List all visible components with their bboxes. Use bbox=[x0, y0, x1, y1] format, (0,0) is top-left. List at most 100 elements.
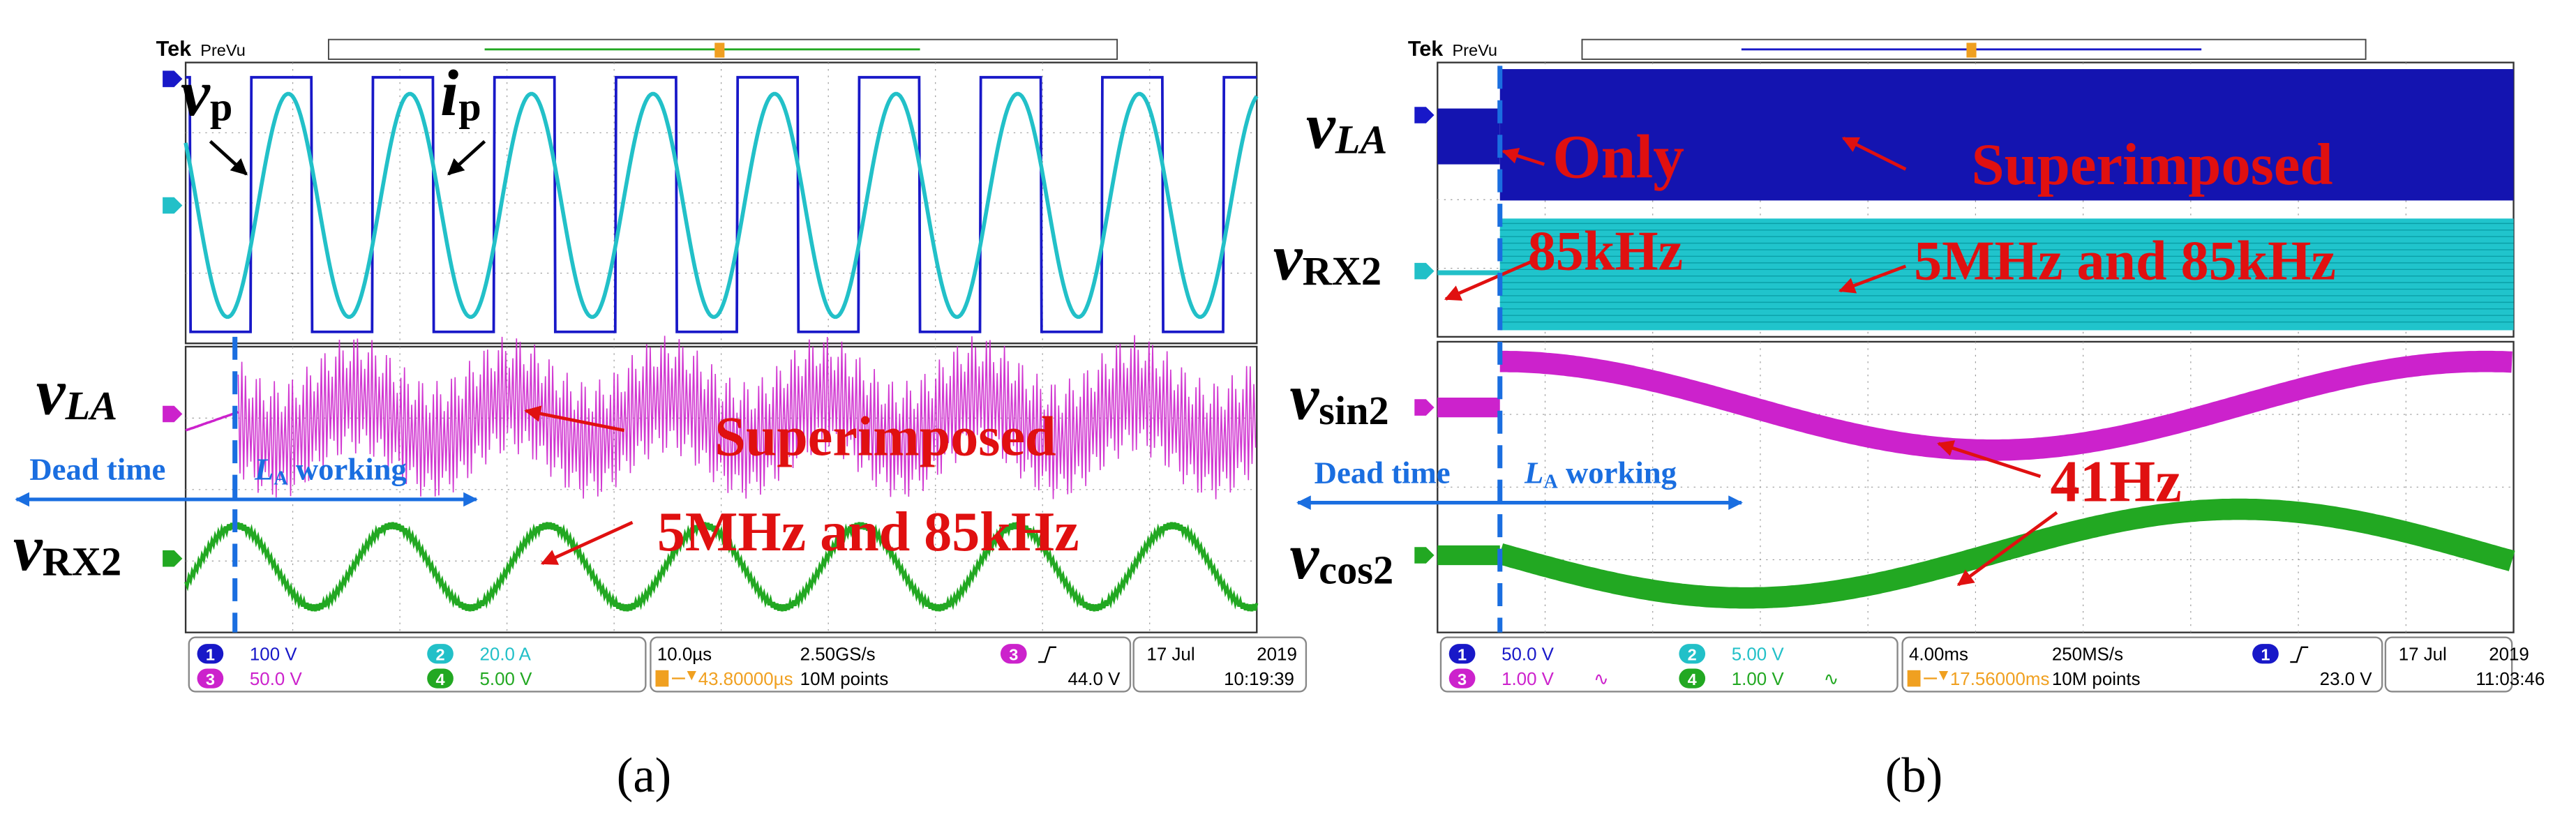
signal-subscript: RX2 bbox=[1303, 248, 1382, 294]
date: 17 Jul bbox=[1147, 645, 1195, 665]
trigger-badge bbox=[1000, 644, 1027, 664]
channel-number: 3 bbox=[1458, 670, 1467, 688]
annotation: 41Hz bbox=[2051, 449, 2182, 514]
mode: PreVu bbox=[200, 41, 246, 59]
signal-label: vRX2 bbox=[1273, 221, 1381, 294]
working-symbol: L bbox=[254, 452, 274, 487]
arrow bbox=[1841, 136, 1907, 171]
ch3-trace bbox=[1499, 350, 2513, 461]
channel-marker bbox=[163, 197, 183, 214]
channel-badge bbox=[1448, 668, 1476, 688]
channel-marker bbox=[1414, 547, 1435, 564]
working-symbol: L bbox=[1524, 455, 1543, 490]
ch3-lead bbox=[185, 411, 239, 432]
signal-symbol: v bbox=[1289, 520, 1319, 593]
signal-subscript: LA bbox=[1335, 117, 1388, 163]
working-subscript: A bbox=[274, 468, 288, 490]
trigger-badge bbox=[2252, 644, 2279, 664]
trigger-level: 23.0 V bbox=[2320, 670, 2373, 689]
signal-symbol: v bbox=[13, 512, 43, 585]
record-length: 10M points bbox=[800, 670, 889, 689]
arrow bbox=[447, 140, 486, 176]
channel-scale: 5.00 V bbox=[480, 670, 533, 689]
caption: (b) bbox=[1885, 748, 1942, 803]
ch2-trace bbox=[1499, 218, 2514, 331]
signal-subscript: sin2 bbox=[1319, 388, 1389, 433]
channel-badge bbox=[1448, 644, 1476, 664]
status-box bbox=[1132, 636, 1308, 693]
annotation: 5MHz and 85kHz bbox=[1914, 230, 2336, 292]
ch1-trace bbox=[186, 75, 1257, 333]
arrow bbox=[1444, 258, 1537, 301]
annotation: 85kHz bbox=[1528, 220, 1683, 282]
arrow bbox=[540, 520, 634, 565]
channel-number: 4 bbox=[1688, 670, 1697, 688]
brand: Tek bbox=[156, 37, 192, 61]
dead-time-label: Dead time bbox=[29, 452, 165, 487]
channel-scale: 20.0 A bbox=[480, 645, 532, 665]
status-box bbox=[188, 636, 647, 693]
signal-symbol: i bbox=[440, 57, 458, 130]
channel-badge bbox=[427, 668, 454, 688]
brand: Tek bbox=[1408, 37, 1444, 61]
ch2-trace bbox=[184, 91, 1259, 319]
signal-label: vLA bbox=[1306, 90, 1387, 163]
arrow bbox=[524, 405, 625, 432]
channel-scale: 1.00 V bbox=[1502, 670, 1555, 689]
channel-number: 2 bbox=[1688, 646, 1697, 664]
signal-label: vcos2 bbox=[1289, 520, 1393, 593]
channel-number: 2 bbox=[435, 646, 444, 664]
signal-subscript: cos2 bbox=[1319, 547, 1393, 592]
ch1-trace bbox=[1499, 69, 2514, 201]
working-text: working bbox=[288, 452, 407, 487]
channel-scale: 50.0 V bbox=[1502, 645, 1555, 665]
time: 11:03:46 bbox=[2476, 670, 2545, 689]
signal-label: vLA bbox=[36, 356, 117, 428]
trigger-marker bbox=[1966, 43, 1977, 58]
signal-label: ip bbox=[440, 57, 481, 130]
signal-label: vp bbox=[181, 57, 232, 130]
ch4-trace bbox=[184, 522, 1259, 612]
trigger-pos-icon bbox=[655, 670, 669, 687]
arrow bbox=[1502, 148, 1545, 166]
annotation: Only bbox=[1552, 122, 1684, 191]
trigger-position: 43.80000µs bbox=[698, 670, 793, 689]
channel-badge bbox=[1679, 644, 1706, 664]
caption: (a) bbox=[617, 748, 671, 803]
signal-label: vsin2 bbox=[1289, 361, 1388, 434]
timebase: 10.0µs bbox=[657, 645, 712, 665]
channel-number: 4 bbox=[435, 670, 444, 688]
working-label: LA working bbox=[1524, 455, 1677, 492]
channel-number: 1 bbox=[206, 646, 215, 664]
time: 10:19:39 bbox=[1224, 670, 1294, 689]
signal-symbol: v bbox=[1289, 361, 1319, 434]
mode: PreVu bbox=[1452, 41, 1497, 59]
ch1-lead bbox=[1437, 108, 1500, 165]
channel-scale: 50.0 V bbox=[250, 670, 303, 689]
arrow bbox=[1956, 511, 2058, 587]
trigger-source: 3 bbox=[1009, 646, 1018, 664]
arrow bbox=[209, 140, 248, 176]
channel-coupling: ∿ bbox=[1594, 670, 1609, 689]
channel-badge bbox=[197, 668, 224, 688]
ch3-trace bbox=[237, 335, 1257, 499]
status-box bbox=[1439, 636, 1899, 693]
channel-badge bbox=[197, 644, 224, 664]
channel-scale: 1.00 V bbox=[1732, 670, 1785, 689]
dead-time-label: Dead time bbox=[1315, 455, 1451, 490]
status-box bbox=[2384, 636, 2513, 693]
trigger-position: 17.56000ms bbox=[1950, 670, 2050, 689]
signal-symbol: v bbox=[1306, 90, 1336, 163]
year: 2019 bbox=[2489, 645, 2529, 665]
working-label: LA working bbox=[254, 452, 407, 490]
sample-rate: 250MS/s bbox=[2052, 645, 2123, 665]
channel-number: 3 bbox=[206, 670, 215, 688]
annotation: Superimposed bbox=[1972, 132, 2333, 197]
annotation: Superimposed bbox=[714, 406, 1056, 467]
trigger-source: 1 bbox=[2261, 646, 2270, 664]
trigger-pos-arrow bbox=[1924, 670, 1949, 681]
signal-subscript: RX2 bbox=[43, 539, 122, 585]
signal-symbol: v bbox=[36, 356, 66, 428]
arrow bbox=[1937, 440, 2042, 479]
trigger-pos-icon bbox=[1907, 670, 1921, 687]
